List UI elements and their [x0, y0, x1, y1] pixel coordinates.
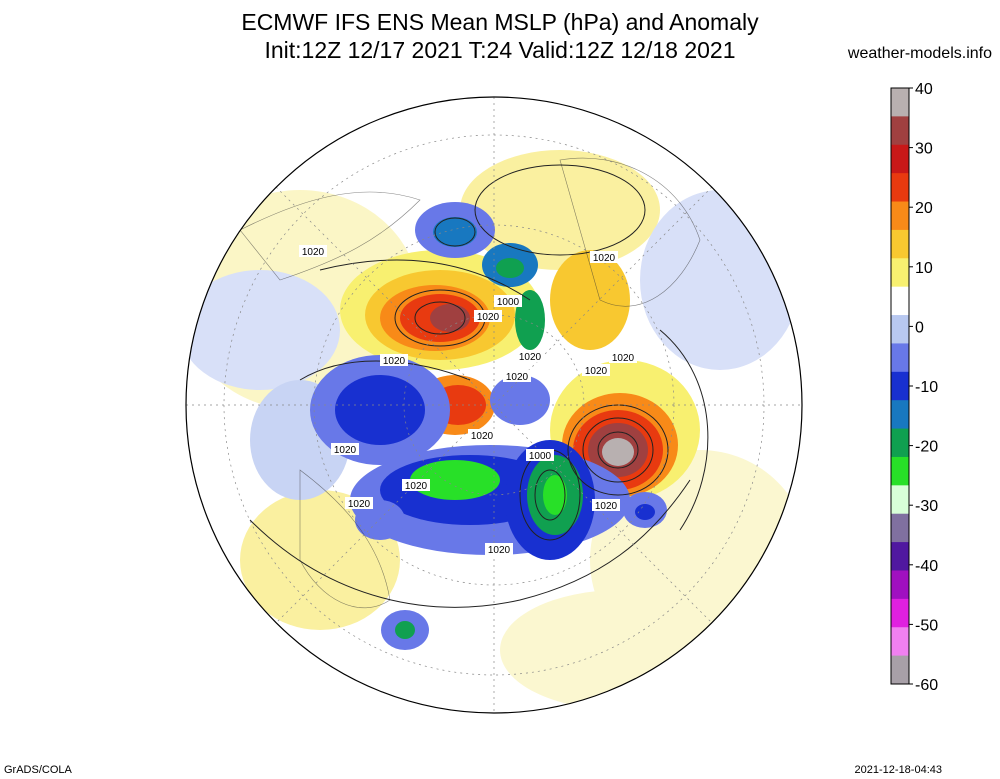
- colorbar-swatch: [891, 456, 909, 486]
- colorbar-swatch: [891, 315, 909, 344]
- contour-label: 1020: [593, 253, 616, 264]
- contour-label: 1000: [497, 297, 520, 308]
- contour-label: 1020: [348, 499, 371, 510]
- contour-label-background: [494, 295, 522, 307]
- colorbar-swatch: [891, 258, 909, 288]
- title-line-2: Init:12Z 12/17 2021 T:24 Valid:12Z 12/18…: [264, 37, 736, 63]
- contour-label-background: [468, 429, 496, 441]
- colorbar-tick-label: 20: [915, 200, 933, 217]
- map-border: [185, 96, 803, 714]
- colorbar-swatch: [891, 428, 909, 458]
- contour-label-background: [402, 479, 430, 491]
- contour-label-background: [609, 351, 637, 363]
- colorbar-swatch: [891, 144, 909, 174]
- contour-label-background: [299, 245, 327, 257]
- map-field: [186, 97, 802, 713]
- colorbar-swatches: [890, 87, 910, 685]
- colorbar-swatch: [891, 627, 909, 657]
- contour-label-background: [331, 443, 359, 455]
- colorbar-swatch: [891, 88, 909, 117]
- footer-software-label: GrADS/COLA: [4, 764, 72, 776]
- contour-label-background: [380, 354, 408, 366]
- contour-label-background: [516, 350, 544, 362]
- colorbar-swatch: [891, 229, 909, 259]
- contour-label: 1020: [302, 247, 325, 258]
- contour-label-background: [485, 543, 513, 555]
- contour-label: 1020: [595, 501, 618, 512]
- contour-label-background: [592, 499, 620, 511]
- colorbar-swatch: [891, 655, 909, 685]
- colorbar-tick-label: -60: [915, 677, 938, 694]
- contour-labels: 1020 1020 1000 1020 1020 1020 1020 1020 1020 1020…: [299, 245, 637, 556]
- colorbar-tick-label: -50: [915, 617, 938, 634]
- contour-label-background: [345, 497, 373, 509]
- colorbar-tick-label: 30: [915, 141, 933, 158]
- colorbar-swatch: [891, 286, 909, 316]
- colorbar-tick-label: -20: [915, 439, 938, 456]
- contour-label: 1020: [471, 431, 494, 442]
- title-line-1: ECMWF IFS ENS Mean MSLP (hPa) and Anomal…: [241, 9, 759, 35]
- contour-label-background: [474, 310, 502, 322]
- contour-label: 1020: [585, 366, 608, 377]
- contour-label-background: [582, 364, 610, 376]
- colorbar-tick-label: 40: [915, 81, 933, 98]
- colorbar-swatch: [891, 400, 909, 430]
- contour-label: 1020: [506, 372, 529, 383]
- contour-label: 1000: [529, 451, 552, 462]
- colorbar-swatch: [891, 116, 909, 146]
- contour-label: 1020: [612, 353, 635, 364]
- contour-label: 1020: [405, 481, 428, 492]
- colorbar-tick-label: -10: [915, 379, 938, 396]
- colorbar-swatch: [891, 173, 909, 203]
- colorbar-swatch: [891, 598, 909, 628]
- colorbar-swatch: [891, 343, 909, 373]
- contour-label-background: [526, 449, 554, 461]
- contour-label: 1020: [334, 445, 357, 456]
- contour-label: 1020: [519, 352, 542, 363]
- credit-text: weather-models.info: [847, 45, 992, 62]
- colorbar-ticks: 40 30 20 10 0 -10 -20 -30 -40 -50 -60: [909, 81, 938, 694]
- contour-label: 1020: [477, 312, 500, 323]
- contour-label-background: [590, 251, 618, 263]
- contour-label: 1020: [383, 356, 406, 367]
- colorbar-swatch: [891, 542, 909, 571]
- colorbar-tick-label: -30: [915, 498, 938, 515]
- colorbar-swatch: [891, 513, 909, 543]
- contour-label: 1020: [488, 545, 511, 556]
- colorbar-tick-label: 10: [915, 260, 933, 277]
- colorbar-swatch: [891, 485, 909, 515]
- colorbar-tick-label: 0: [915, 319, 924, 336]
- colorbar-tick-label: -40: [915, 558, 938, 575]
- contour-label-background: [503, 370, 531, 382]
- colorbar-swatch: [891, 570, 909, 600]
- footer-timestamp: 2021-12-18-04:43: [854, 764, 942, 776]
- colorbar-swatch: [891, 371, 909, 401]
- colorbar-swatch: [891, 201, 909, 231]
